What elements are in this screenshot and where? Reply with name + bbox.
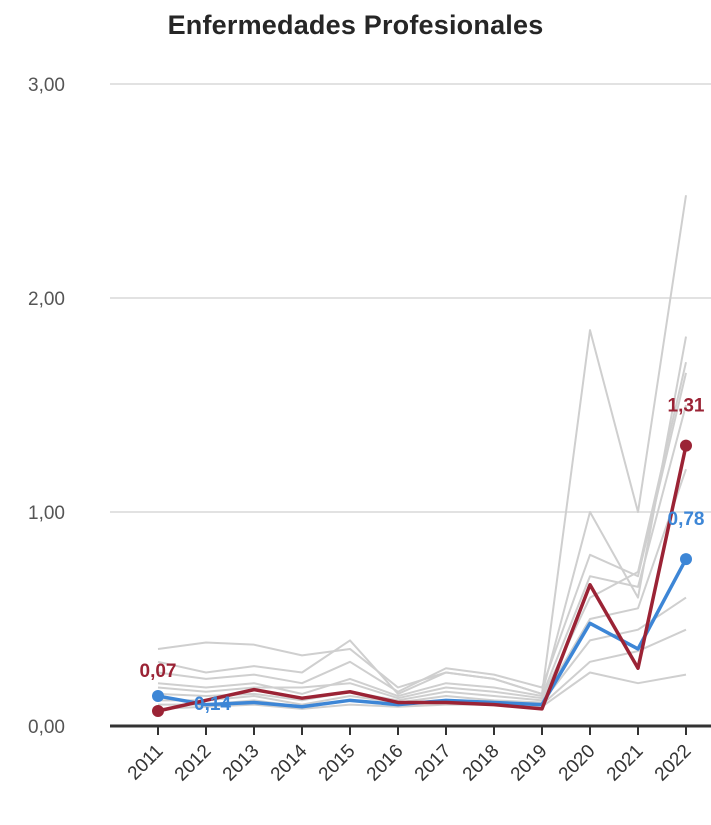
- y-tick-label: 0,00: [28, 717, 65, 738]
- background-series-line: [157, 468, 687, 702]
- data-label: 1,31: [668, 396, 705, 417]
- y-tick-label: 2,00: [28, 289, 65, 310]
- background-series-line: [157, 404, 687, 698]
- x-tick-label: 2016: [363, 741, 408, 786]
- y-tick-label: 1,00: [28, 503, 65, 524]
- background-series-line: [157, 671, 687, 710]
- highlighted-series-layer: [152, 439, 692, 718]
- highlighted-series-line: [157, 445, 688, 713]
- x-tick-label: 2022: [651, 741, 696, 786]
- data-label: 0,14: [194, 694, 231, 715]
- x-tick-label: 2021: [603, 741, 648, 786]
- background-series-line: [157, 372, 687, 693]
- series-endpoint: [152, 690, 164, 703]
- data-label: 0,78: [668, 509, 705, 530]
- x-tick-label: 2020: [555, 741, 600, 786]
- background-series-line: [157, 195, 687, 695]
- x-tick-label: 2015: [315, 741, 360, 786]
- y-tick-label: 3,00: [28, 75, 65, 96]
- background-series-line: [157, 361, 687, 700]
- x-tick-label: 2014: [267, 740, 312, 785]
- series-endpoint: [680, 439, 692, 452]
- x-tick-label: 2019: [507, 741, 552, 786]
- series-endpoint: [680, 553, 692, 566]
- data-labels-layer: 0,07 1,31 0,14 0,78: [140, 396, 705, 715]
- background-series-line: [158, 596, 687, 706]
- x-tick-label: 2011: [124, 741, 168, 785]
- grid-layer: 0,00 1,00 2,00 3,00: [28, 75, 711, 738]
- data-label: 0,07: [140, 661, 177, 682]
- x-tick-label: 2018: [459, 741, 504, 786]
- x-tick-label: 2017: [411, 741, 456, 786]
- series-endpoint: [152, 705, 164, 718]
- x-axis: 2011 2012 2013 2014 2015 2016 2017 2018 2019 2020…: [110, 724, 711, 786]
- background-series-line: [157, 336, 687, 695]
- x-tick-label: 2012: [171, 741, 216, 786]
- x-tick-label: 2013: [219, 741, 264, 786]
- chart-title: Enfermedades Profesionales: [167, 10, 544, 40]
